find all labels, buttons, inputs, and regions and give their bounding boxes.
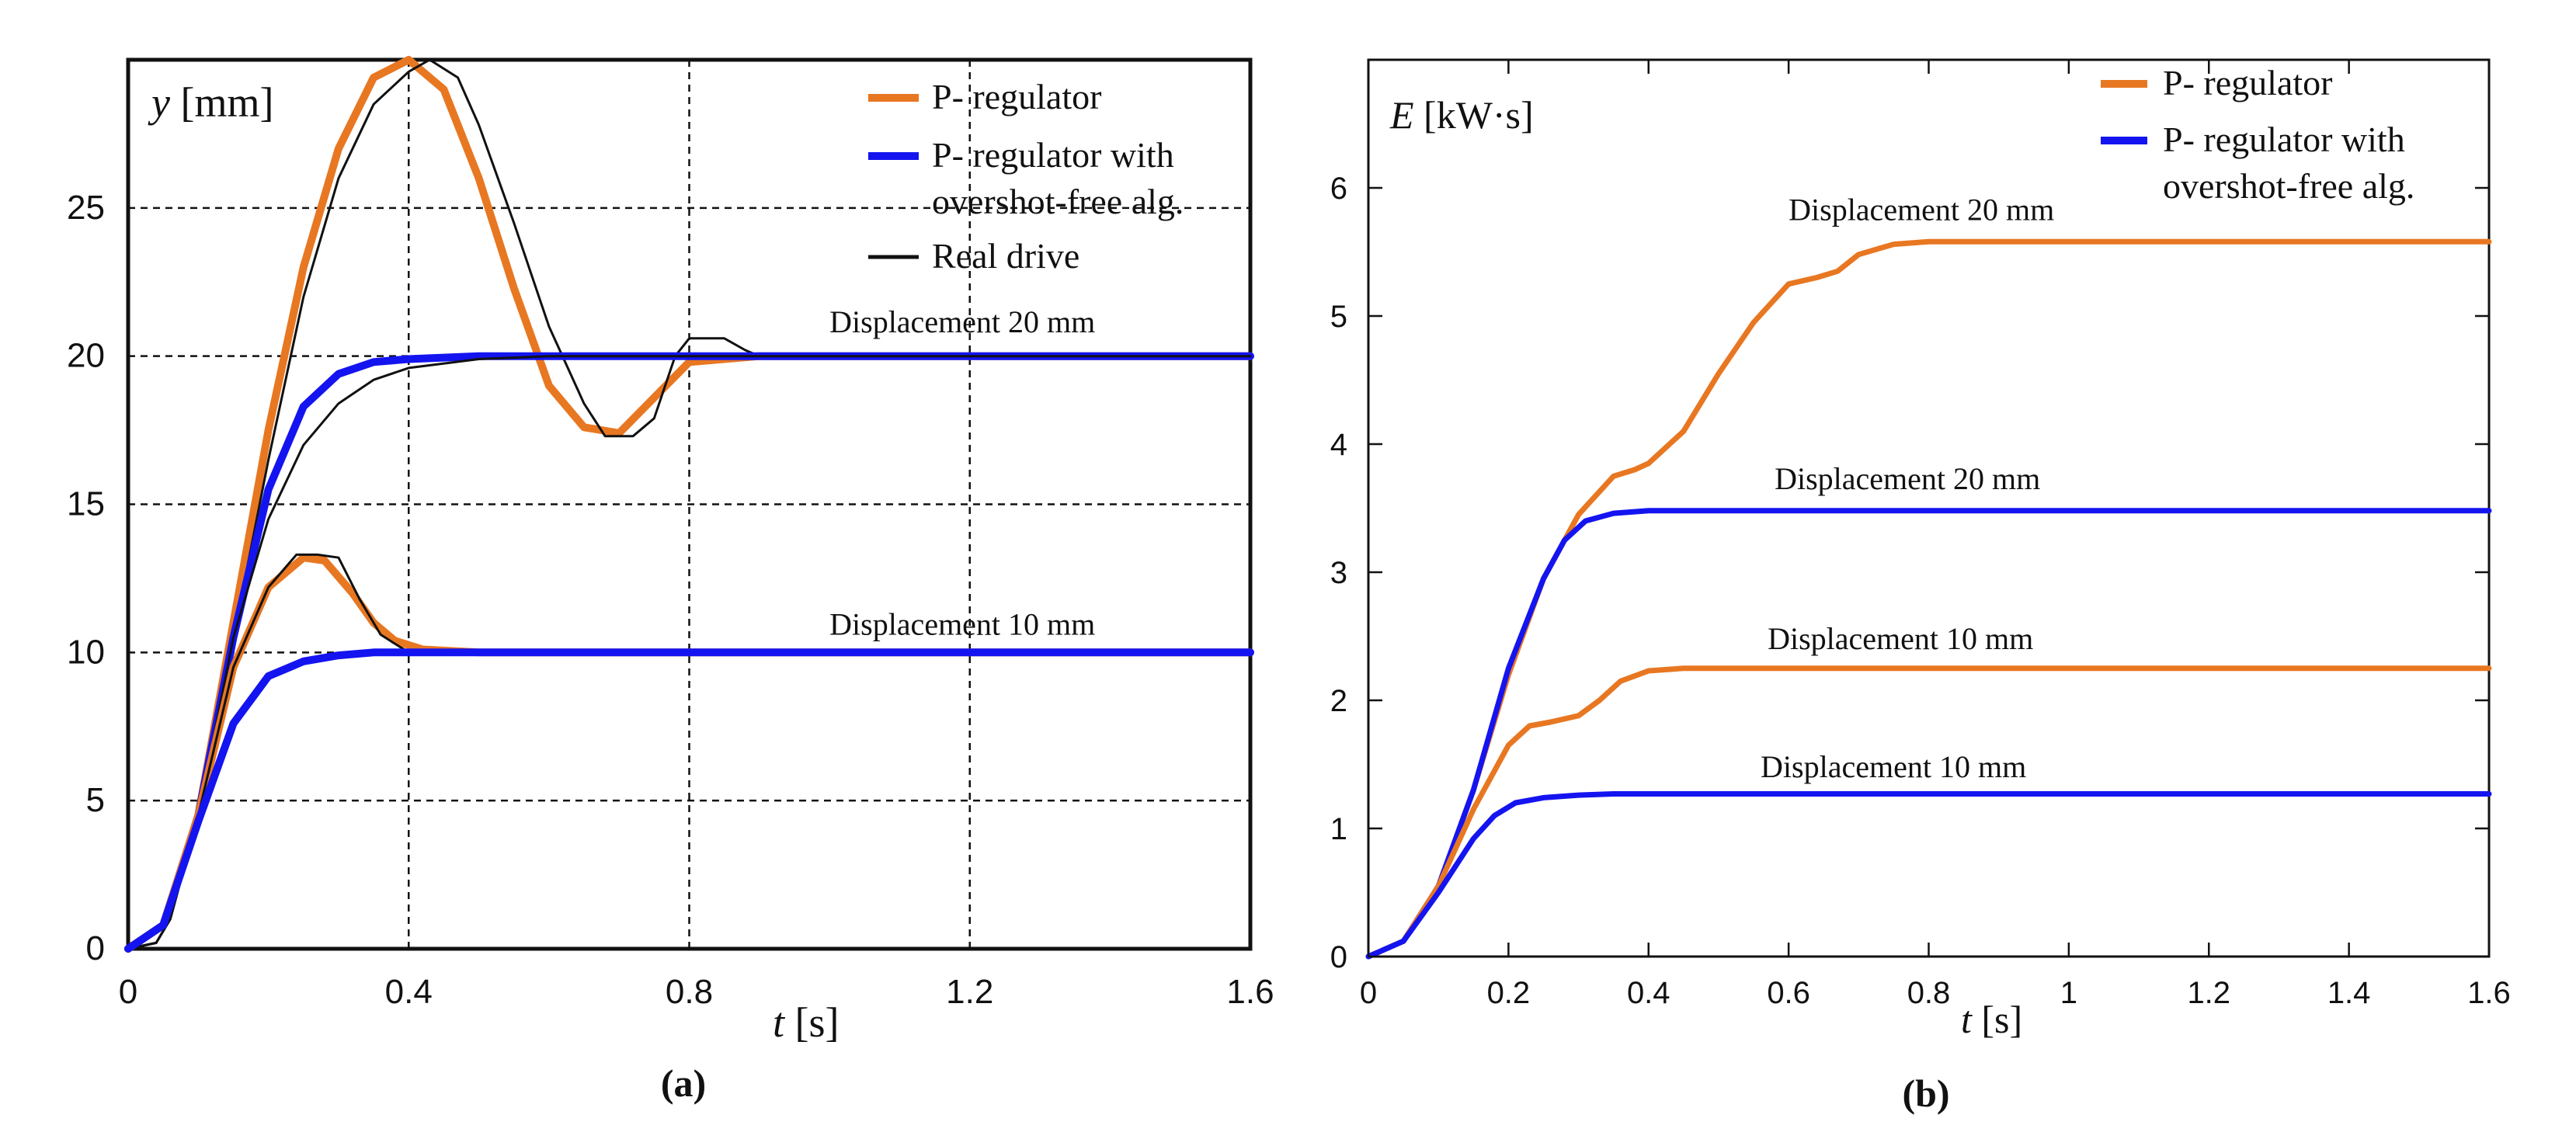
chart-a-y-tick-label-4: 20 (67, 337, 105, 375)
chart-a-y-label-var: y (148, 79, 170, 126)
chart-b-legend-label-1-1: overshot-free alg. (2163, 166, 2414, 206)
chart-b-annotation-1: Displacement 20 mm (1775, 461, 2040, 496)
chart-b-x-tick-label-5: 1 (2060, 976, 2077, 1010)
chart-panel-b: 0 0.2 0.4 0.6 0.8 1 1.2 1.4 1.6 0 1 2 3 4 5 6 E [kW·s]… (1330, 58, 2511, 1115)
chart-b-y-tick-label-6: 6 (1330, 172, 1347, 206)
chart-a-x-label: t [s] (773, 999, 840, 1046)
chart-b-x-tick-label-8: 1.6 (2467, 976, 2511, 1010)
chart-a-x-label-unit: [s] (795, 999, 840, 1046)
chart-a-y-tick-label-0: 0 (86, 929, 105, 967)
chart-b-legend-label-1-0: P- regulator with (2163, 120, 2405, 159)
chart-b-x-tick-labels: 0 0.2 0.4 0.6 0.8 1 1.2 1.4 1.6 (1360, 60, 2511, 1010)
chart-b-y-label-var: E (1389, 93, 1414, 137)
chart-a-x-tick-label-2: 0.8 (666, 973, 713, 1011)
chart-a-y-tick-labels: 0 5 10 15 20 25 (67, 189, 105, 967)
chart-b-x-tick-label-3: 0.6 (1767, 976, 1810, 1010)
chart-b-y-tick-label-5: 5 (1330, 300, 1347, 334)
chart-a-x-label-var: t (773, 999, 786, 1046)
chart-a-y-label-unit: [mm] (180, 79, 273, 126)
chart-b-series-group (1365, 238, 2492, 960)
chart-b-y-label-unit: [kW·s] (1424, 93, 1534, 137)
chart-a-annotations: Displacement 20 mm Displacement 10 mm (829, 304, 1095, 641)
chart-a-y-tick-label-2: 10 (67, 633, 105, 671)
chart-a-x-tick-labels: 0 0.4 0.8 1.2 1.6 (119, 973, 1274, 1011)
chart-a-legend-label-1-0: P- regulator with (932, 135, 1174, 175)
chart-a-legend-label-1-1: overshot-free alg. (932, 182, 1184, 221)
chart-b-annotations: Displacement 20 mm Displacement 20 mm Disp… (1761, 192, 2054, 784)
chart-b-caption: (b) (1902, 1071, 1949, 1115)
chart-a-x-tick-label-4: 1.6 (1226, 973, 1274, 1011)
chart-b-legend: P- regulator P- regulator with overshot-fr… (2101, 63, 2414, 206)
chart-b-x-tick-label-2: 0.4 (1627, 976, 1670, 1010)
chart-a-legend-label-2-0: Real drive (932, 236, 1079, 276)
chart-a-legend-label-0-0: P- regulator (932, 77, 1101, 116)
chart-b-annotation-0: Displacement 20 mm (1789, 192, 2054, 227)
chart-b-annotation-2: Displacement 10 mm (1768, 621, 2033, 656)
chart-a-annotation-1: Displacement 10 mm (829, 606, 1095, 641)
chart-b-x-label: t [s] (1961, 998, 2022, 1041)
chart-b-y-tick-label-1: 1 (1330, 812, 1347, 846)
chart-panel-a: 0 0.4 0.8 1.2 1.6 0 5 10 15 20 25 y [mm] t [s] P-… (67, 56, 1274, 1105)
chart-b-x-label-var: t (1961, 998, 1973, 1041)
chart-b-x-tick-label-6: 1.2 (2187, 976, 2230, 1010)
chart-b-y-tick-label-4: 4 (1330, 428, 1347, 462)
chart-a-x-tick-label-0: 0 (119, 973, 137, 1011)
chart-a-y-tick-label-1: 5 (86, 781, 105, 819)
chart-b-series-line-1 (1365, 508, 2492, 960)
chart-a-x-tick-label-3: 1.2 (946, 973, 993, 1011)
chart-a-legend: P- regulator P- regulator with overshot-fr… (868, 77, 1184, 276)
chart-b-x-tick-label-1: 0.2 (1487, 976, 1531, 1010)
chart-a-y-tick-label-5: 25 (67, 189, 105, 227)
chart-b-y-tick-label-2: 2 (1330, 684, 1347, 718)
chart-b-y-tick-label-0: 0 (1330, 940, 1347, 974)
chart-a-series-group (124, 56, 1254, 953)
chart-b-series-line-3 (1365, 791, 2492, 960)
chart-b-x-label-unit: [s] (1981, 998, 2022, 1041)
chart-a-y-label: y [mm] (148, 79, 273, 126)
chart-b-x-tick-label-4: 0.8 (1907, 976, 1951, 1010)
chart-b-y-label: E [kW·s] (1389, 93, 1534, 137)
chart-a-annotation-0: Displacement 20 mm (829, 304, 1095, 339)
chart-b-annotation-3: Displacement 10 mm (1761, 749, 2026, 784)
chart-b-y-tick-label-3: 3 (1330, 556, 1347, 590)
chart-b-x-tick-label-7: 1.4 (2327, 976, 2371, 1010)
chart-b-legend-label-0-0: P- regulator (2163, 63, 2332, 102)
chart-a-series-line-6 (124, 648, 1254, 953)
chart-b-y-tick-labels: 0 1 2 3 4 5 6 (1330, 172, 2489, 974)
chart-a-caption: (a) (661, 1061, 706, 1105)
chart-a-x-tick-label-1: 0.4 (385, 973, 433, 1011)
chart-a-y-tick-label-3: 15 (67, 485, 105, 523)
chart-b-series-line-2 (1365, 665, 2492, 960)
chart-b-x-tick-label-0: 0 (1360, 976, 1377, 1010)
